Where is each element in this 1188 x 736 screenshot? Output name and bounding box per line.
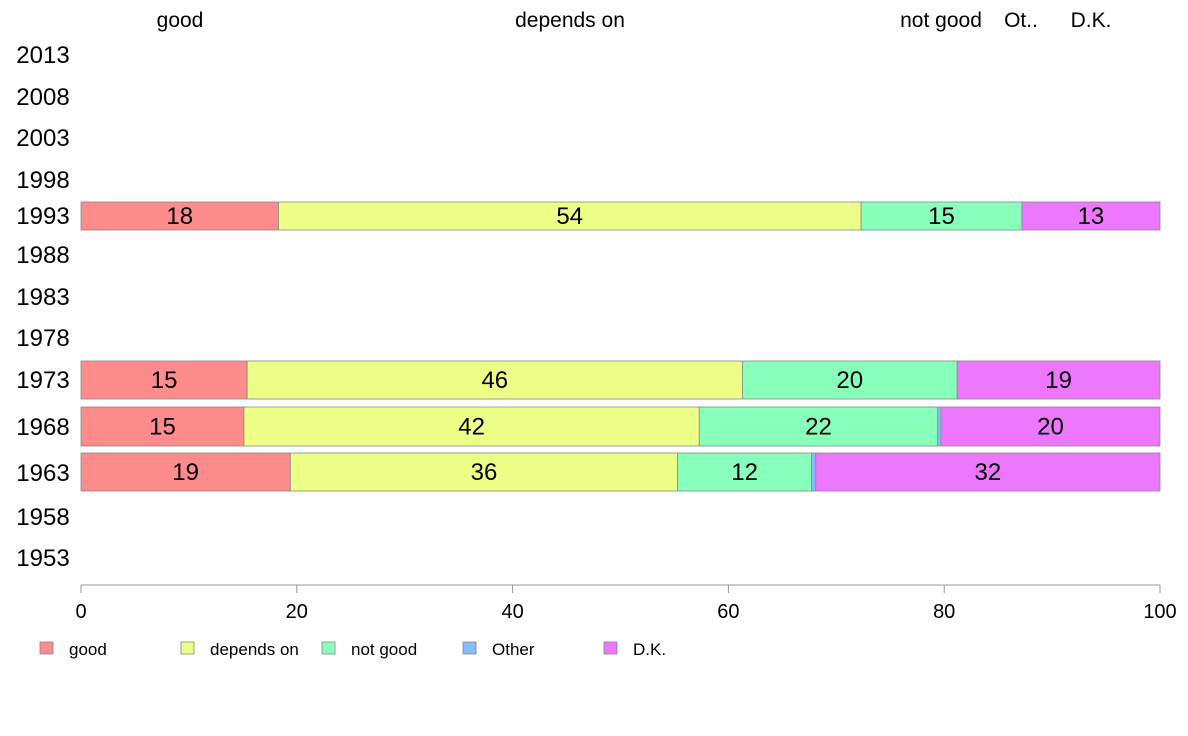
year-label-2008: 2008 bbox=[16, 84, 69, 111]
year-label-1963: 1963 bbox=[16, 460, 69, 487]
legend-swatch-0 bbox=[39, 641, 54, 655]
x-tick-label-20: 20 bbox=[286, 601, 308, 623]
legend-swatch-2 bbox=[321, 641, 336, 655]
bar-1993-not-good bbox=[860, 201, 1023, 231]
top-label-4: D.K. bbox=[1071, 9, 1112, 32]
x-axis: 0 20 40 60 80 100 bbox=[75, 584, 1177, 623]
data-label-1963-2: 12 bbox=[731, 459, 758, 486]
bar-1963-other bbox=[811, 452, 817, 492]
data-label-1968-0: 15 bbox=[149, 414, 176, 441]
legend: good depends on not good Other D.K. bbox=[39, 640, 666, 659]
data-label-1963-4: 32 bbox=[975, 459, 1002, 486]
bar-1973-good bbox=[80, 360, 248, 400]
legend-swatch-4 bbox=[603, 641, 618, 655]
year-label-1953: 1953 bbox=[16, 545, 69, 572]
data-label-1963-0: 19 bbox=[172, 459, 199, 486]
bar-1993-good bbox=[80, 201, 279, 231]
top-category-labels: good depends on not good Ot.. D.K. bbox=[157, 9, 1112, 32]
year-label-2003: 2003 bbox=[16, 125, 69, 152]
x-tick-label-40: 40 bbox=[501, 601, 523, 623]
year-axis-labels: 2013 2008 2003 1998 1993 1988 1983 1978 1973 1968… bbox=[16, 42, 69, 572]
legend-label-2: not good bbox=[351, 640, 417, 659]
bar-1963-depends-on bbox=[289, 452, 679, 492]
legend-label-1: depends on bbox=[210, 640, 299, 659]
data-label-1973-2: 20 bbox=[836, 367, 863, 394]
data-label-1968-1: 42 bbox=[458, 414, 485, 441]
legend-label-3: Other bbox=[492, 640, 535, 659]
data-label-1973-4: 19 bbox=[1045, 367, 1072, 394]
bar-1963-d-k- bbox=[815, 452, 1161, 492]
data-label-1968-2: 22 bbox=[805, 414, 832, 441]
data-label-1973-0: 15 bbox=[151, 367, 178, 394]
bar-1973-d-k- bbox=[956, 360, 1161, 400]
year-label-1958: 1958 bbox=[16, 504, 69, 531]
data-label-1963-1: 36 bbox=[471, 459, 498, 486]
bar-1993-depends-on bbox=[278, 201, 862, 231]
year-label-1988: 1988 bbox=[16, 242, 69, 269]
legend-label-0: good bbox=[69, 640, 107, 659]
data-label-1973-1: 46 bbox=[481, 367, 508, 394]
bars-group bbox=[80, 201, 1161, 492]
year-label-1973: 1973 bbox=[16, 367, 69, 394]
data-label-1993-4: 13 bbox=[1078, 203, 1105, 230]
bar-1968-other bbox=[937, 406, 942, 447]
top-label-1: depends on bbox=[515, 9, 625, 32]
x-tick-label-100: 100 bbox=[1143, 601, 1176, 623]
data-label-1993-1: 54 bbox=[556, 203, 583, 230]
legend-swatch-1 bbox=[180, 641, 195, 655]
x-tick-label-80: 80 bbox=[933, 601, 955, 623]
top-label-2: not good bbox=[900, 9, 982, 32]
year-label-1983: 1983 bbox=[16, 284, 69, 311]
data-label-1968-4: 20 bbox=[1037, 414, 1064, 441]
year-label-2013: 2013 bbox=[16, 42, 69, 69]
x-tick-label-60: 60 bbox=[717, 601, 739, 623]
top-label-0: good bbox=[157, 9, 204, 32]
bar-1963-good bbox=[80, 452, 291, 492]
bar-1973-not-good bbox=[742, 360, 958, 400]
data-label-1993-2: 15 bbox=[928, 203, 955, 230]
bar-1993-d-k- bbox=[1021, 201, 1161, 231]
legend-label-4: D.K. bbox=[633, 640, 666, 659]
x-tick-label-0: 0 bbox=[75, 601, 86, 623]
year-label-1978: 1978 bbox=[16, 325, 69, 352]
bar-1968-d-k- bbox=[940, 406, 1161, 447]
legend-swatch-3 bbox=[462, 641, 477, 655]
bar-1968-good bbox=[80, 406, 245, 447]
year-label-1998: 1998 bbox=[16, 167, 69, 194]
data-label-1993-0: 18 bbox=[166, 203, 193, 230]
year-label-1968: 1968 bbox=[16, 414, 69, 441]
bar-1968-depends-on bbox=[243, 406, 700, 447]
top-label-3: Ot.. bbox=[1004, 9, 1038, 32]
bar-1973-depends-on bbox=[246, 360, 743, 400]
year-label-1993: 1993 bbox=[16, 203, 69, 230]
